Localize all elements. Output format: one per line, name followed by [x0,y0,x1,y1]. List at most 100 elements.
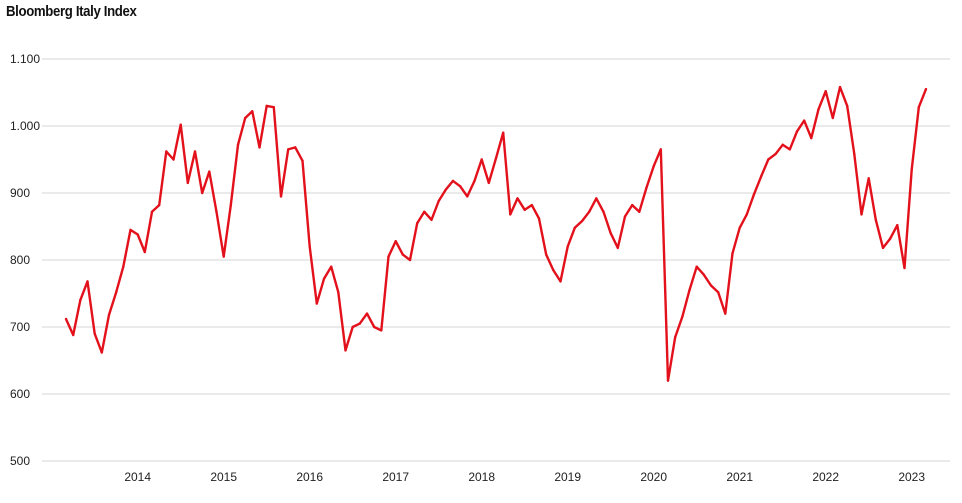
data-point [251,110,254,113]
x-tick-label: 2018 [468,470,495,484]
series-layer [64,85,928,382]
data-point [64,317,68,321]
data-point [315,302,318,305]
data-point [502,131,505,134]
data-point [896,224,899,227]
data-point [731,252,734,255]
data-point [72,333,75,337]
data-point [846,104,849,108]
data-point [623,215,627,218]
data-point [337,291,340,294]
data-point [573,226,576,229]
data-point [365,312,369,315]
x-tick-label: 2014 [124,470,151,484]
data-point [795,130,799,133]
y-tick-label: 1.000 [10,119,40,133]
data-point [444,188,447,191]
data-point [552,268,555,272]
data-point [874,218,877,221]
data-point [810,136,813,140]
data-point [150,210,154,213]
data-point [588,210,591,213]
data-point [709,284,713,287]
data-point [373,325,376,329]
data-point [523,208,526,211]
data-point [222,255,225,258]
data-point [695,265,698,268]
data-point [910,168,913,171]
data-point [394,240,397,243]
x-tick-label: 2016 [296,470,323,484]
gridlines [42,58,950,462]
data-point [652,165,655,168]
data-point [265,104,268,108]
x-axis-ticks: 2014 2015 2016 2017 2018 2019 2020 2021 2022 2023 [124,470,925,484]
data-point [179,123,182,126]
y-tick-label: 600 [10,387,30,401]
data-point [738,226,741,229]
y-tick-label: 700 [10,320,30,334]
data-point [236,143,240,146]
data-point [781,143,784,146]
data-point [136,233,139,236]
data-point [803,119,806,122]
data-point [494,157,498,160]
data-point [674,335,677,339]
data-point [631,203,634,207]
data-point [287,148,290,151]
data-point [860,213,863,216]
data-point [659,148,662,151]
data-point [788,148,791,151]
x-tick-label: 2020 [640,470,667,484]
data-point [100,351,104,354]
chart-title: Bloomberg Italy Index [6,3,137,20]
data-point [681,315,684,319]
data-point [774,152,777,156]
data-point [853,152,856,156]
data-point [208,170,211,173]
x-tick-label: 2019 [554,470,581,484]
data-point [838,85,842,89]
data-point [903,266,906,270]
data-point [416,222,419,225]
data-point [867,177,870,180]
data-point [537,217,541,220]
data-point [724,312,727,315]
x-tick-label: 2023 [898,470,925,484]
data-point [595,197,598,200]
data-point [165,150,168,153]
data-point [244,116,247,120]
x-tick-label: 2021 [726,470,753,484]
data-point [258,146,261,149]
x-tick-label: 2022 [812,470,839,484]
x-tick-label: 2015 [210,470,237,484]
data-point [380,329,383,332]
data-point [767,158,770,161]
data-point [566,245,569,248]
data-point [645,186,648,189]
data-point [752,193,756,196]
data-point [430,218,433,221]
data-point [602,210,605,213]
data-point [301,159,304,162]
data-point [322,277,326,280]
data-point [609,232,612,235]
data-point [487,181,490,185]
y-tick-label: 900 [10,186,30,200]
data-point [459,185,462,188]
data-point [344,349,347,352]
data-point [638,210,641,213]
data-point [387,255,390,258]
data-point [201,191,204,195]
data-point [451,179,455,183]
data-point [889,237,892,240]
data-point [423,210,426,213]
data-point [107,313,111,317]
data-point [509,213,512,216]
data-point [817,108,820,111]
data-point [688,288,691,292]
y-axis-ticks: 500 600 700 800 900 1.000 1.100 [10,52,40,468]
data-point [473,179,476,183]
data-point [358,322,361,325]
